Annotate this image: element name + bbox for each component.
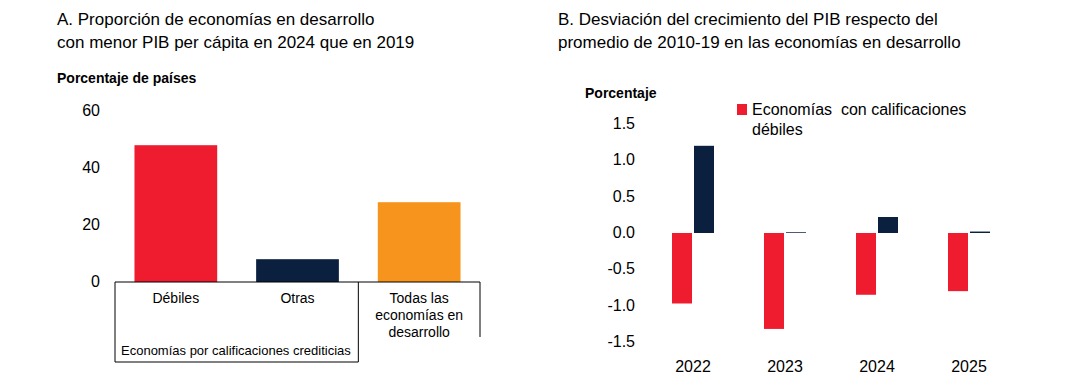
- x-axis-label: Economías por calificaciones crediticias: [121, 343, 351, 359]
- x-tick-label: Débiles: [126, 290, 226, 307]
- bars: [134, 145, 460, 282]
- title: A. Proporción de economías en desarrollo…: [57, 8, 414, 54]
- x-tick-label: Todas las economías en desarrollo: [369, 290, 469, 341]
- bar: [672, 233, 692, 303]
- y-tick-label: -0.5: [575, 259, 635, 279]
- axis-line: [480, 282, 481, 337]
- axis-line: [358, 282, 359, 362]
- bar: [764, 233, 784, 329]
- axis-line: [115, 282, 116, 362]
- y-tick-label: -1.5: [575, 332, 635, 352]
- y-axis-label: Porcentaje de países: [57, 70, 196, 86]
- y-tick-label: 0: [40, 272, 100, 292]
- bar: [948, 233, 968, 291]
- y-tick-label: 0.0: [575, 223, 635, 243]
- y-tick-label: 20: [40, 215, 100, 235]
- y-tick-label: 1.5: [575, 114, 635, 134]
- bar: [786, 232, 806, 234]
- chart-canvas: [0, 0, 1080, 390]
- legend-swatch: [737, 104, 747, 115]
- bar: [256, 259, 339, 282]
- y-tick-label: -1.0: [575, 296, 635, 316]
- title: B. Desviación del crecimiento del PIB re…: [558, 8, 961, 54]
- x-tick-label: 2024: [837, 357, 917, 377]
- bar: [878, 217, 898, 233]
- x-tick-label: 2023: [745, 357, 825, 377]
- y-axis-label: Porcentaje: [585, 85, 657, 101]
- legend-label: Economías con calificaciones débiles: [752, 100, 992, 140]
- y-tick-label: 1.0: [575, 150, 635, 170]
- x-tick-label: 2025: [929, 357, 1009, 377]
- y-tick-label: 40: [40, 158, 100, 178]
- bar: [694, 146, 714, 233]
- axis-line: [115, 362, 358, 363]
- bars: [672, 146, 990, 329]
- x-tick-label: Otras: [248, 290, 348, 307]
- bar: [134, 145, 217, 282]
- bar: [856, 233, 876, 295]
- y-tick-label: 60: [40, 101, 100, 121]
- bar: [970, 232, 990, 233]
- x-tick-label: 2022: [653, 357, 733, 377]
- y-tick-label: 0.5: [575, 187, 635, 207]
- bar: [378, 202, 461, 282]
- axis-line: [115, 282, 480, 283]
